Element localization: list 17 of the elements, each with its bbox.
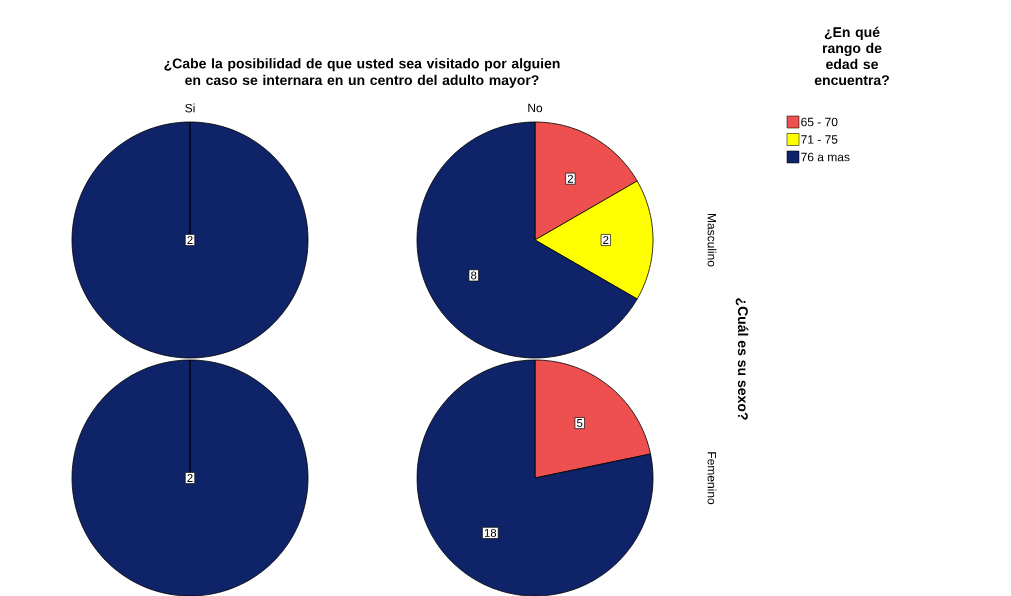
chart-subtitle: No — [528, 103, 543, 113]
text: Masculino — [707, 213, 717, 267]
legend-label: 65 - 70 — [801, 117, 838, 127]
data-label: 2 — [603, 236, 609, 244]
data-label: 2 — [187, 236, 193, 244]
data-label: 18 — [484, 528, 497, 537]
text: Femenino — [707, 452, 717, 505]
chart-subtitle: Si — [185, 103, 195, 113]
data-label: 8 — [471, 271, 477, 280]
text: ¿Cabe la posibilidad de que usted sea visitado por alguien en caso se internara en un centro del adulto mayor? — [164, 58, 560, 88]
legend-title: ¿En qué rango de edad se encuentra? — [814, 26, 889, 86]
data-label: 5 — [577, 419, 583, 428]
data-label: 2 — [187, 474, 193, 482]
data-label: 2 — [567, 174, 573, 183]
legend-label: 71 - 75 — [801, 135, 838, 144]
text: ¿Cuál es su sexo? — [735, 298, 749, 420]
legend-label: 76 a mas — [801, 152, 850, 162]
